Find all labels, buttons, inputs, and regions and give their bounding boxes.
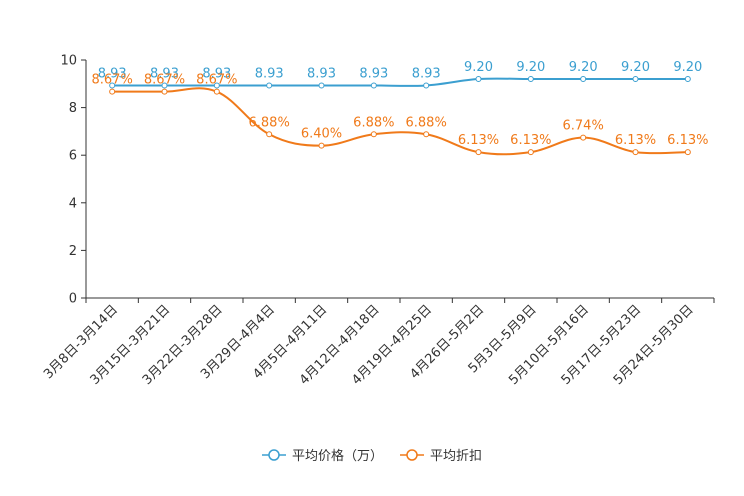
data-label: 6.13% [510, 133, 551, 148]
data-label: 6.88% [353, 115, 394, 130]
data-label: 9.20 [673, 60, 702, 75]
series-line-1 [112, 77, 688, 87]
y-tick-label: 0 [69, 292, 77, 307]
data-label: 9.20 [569, 60, 598, 75]
data-point [213, 82, 220, 89]
data-label: 6.40% [301, 127, 342, 142]
data-point [580, 134, 587, 141]
data-point [109, 88, 116, 95]
data-point [370, 131, 377, 138]
series-layer [109, 76, 691, 156]
data-label: 8.67% [92, 73, 133, 88]
data-point [423, 131, 430, 138]
data-labels: 8.93 8.93 8.93 8.93 8.93 8.93 8.93 9.20 9.20 9.20… [92, 60, 709, 148]
data-label: 8.93 [202, 66, 231, 81]
data-point [213, 88, 220, 95]
legend[interactable]: 平均价格（万） 平均折扣 [262, 448, 482, 464]
data-point [475, 149, 482, 156]
data-point [161, 88, 168, 95]
y-tick-label: 8 [69, 101, 77, 116]
data-point [632, 149, 639, 156]
data-label: 6.74% [563, 119, 604, 134]
data-label: 8.93 [255, 66, 284, 81]
data-point [109, 82, 116, 89]
data-point [684, 149, 691, 156]
data-point [318, 142, 325, 149]
data-label: 9.20 [621, 60, 650, 75]
data-label: 9.20 [516, 60, 545, 75]
y-tick-label: 6 [69, 149, 77, 164]
data-point [527, 149, 534, 156]
data-label: 6.13% [458, 133, 499, 148]
data-label: 8.93 [359, 66, 388, 81]
data-point [266, 82, 273, 89]
data-label: 6.88% [249, 115, 290, 130]
series-line-2 [112, 87, 688, 156]
data-point [475, 76, 482, 83]
legend-swatch-marker [268, 449, 280, 461]
data-label: 6.88% [406, 115, 447, 130]
axes: 02468103月8日-3月14日3月15日-3月21日3月22日-3月28日3… [41, 54, 715, 388]
data-label: 8.93 [412, 66, 441, 81]
data-point [161, 82, 168, 89]
data-label: 8.67% [144, 73, 185, 88]
data-point [423, 82, 430, 89]
data-label: 8.67% [196, 73, 237, 88]
y-tick-label: 4 [69, 196, 77, 211]
data-point [266, 131, 273, 138]
data-point [370, 82, 377, 89]
data-point [684, 76, 691, 83]
data-label: 6.13% [615, 133, 656, 148]
data-point [527, 76, 534, 83]
data-point [580, 76, 587, 83]
legend-label: 平均折扣 [430, 449, 482, 464]
data-point [632, 76, 639, 83]
legend-swatch-marker [406, 449, 418, 461]
legend-item-2[interactable]: 平均折扣 [400, 449, 482, 464]
data-label: 9.20 [464, 60, 493, 75]
data-label: 8.93 [150, 66, 179, 81]
data-label: 8.93 [307, 66, 336, 81]
y-tick-label: 10 [60, 54, 77, 69]
legend-item-1[interactable]: 平均价格（万） [262, 448, 383, 464]
y-tick-label: 2 [69, 244, 77, 259]
data-label: 6.13% [667, 133, 708, 148]
data-label: 8.93 [98, 66, 127, 81]
legend-label: 平均价格（万） [292, 448, 383, 464]
data-point [318, 82, 325, 89]
